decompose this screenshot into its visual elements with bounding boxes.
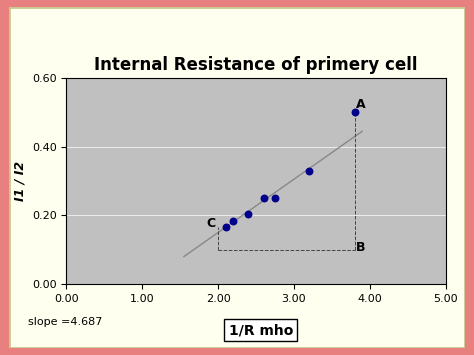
Point [229, 218, 237, 223]
Point [222, 224, 229, 230]
Point [351, 110, 358, 115]
Text: C: C [207, 218, 216, 230]
Title: Internal Resistance of primery cell: Internal Resistance of primery cell [94, 56, 418, 74]
Point [245, 211, 252, 217]
Point [305, 168, 313, 174]
Text: slope =4.687: slope =4.687 [28, 317, 103, 327]
FancyBboxPatch shape [9, 7, 465, 348]
Text: B: B [356, 241, 365, 255]
Y-axis label: I1 / I2: I1 / I2 [13, 161, 27, 201]
Text: 1/R mho: 1/R mho [228, 323, 293, 337]
Point [271, 195, 279, 201]
Point [260, 195, 267, 201]
Text: A: A [356, 98, 366, 111]
